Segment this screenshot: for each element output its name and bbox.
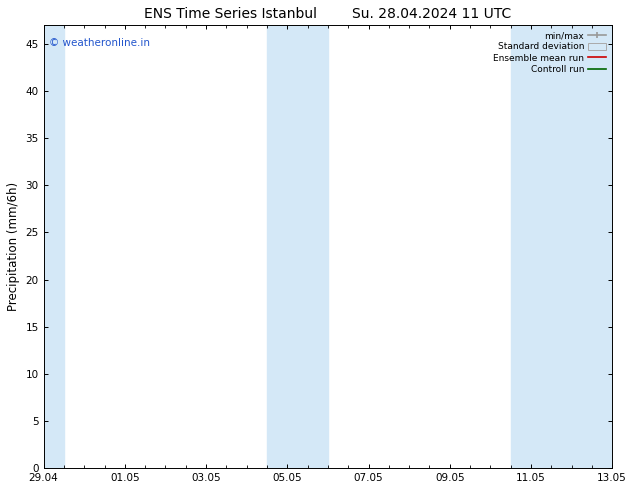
Legend: min/max, Standard deviation, Ensemble mean run, Controll run: min/max, Standard deviation, Ensemble me… <box>491 29 607 76</box>
Bar <box>44 25 64 468</box>
Bar <box>510 25 612 468</box>
Bar <box>267 25 328 468</box>
Title: ENS Time Series Istanbul        Su. 28.04.2024 11 UTC: ENS Time Series Istanbul Su. 28.04.2024 … <box>145 7 512 21</box>
Y-axis label: Precipitation (mm/6h): Precipitation (mm/6h) <box>7 182 20 311</box>
Text: © weatheronline.in: © weatheronline.in <box>49 38 150 48</box>
